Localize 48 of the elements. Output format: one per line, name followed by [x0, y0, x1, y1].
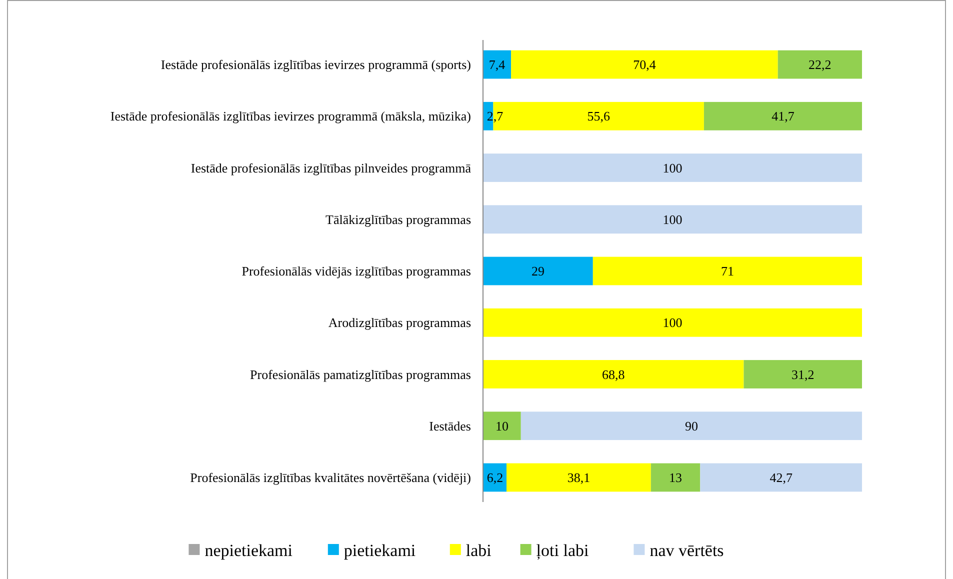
- y-tick-label: Arodizglītības programmas: [328, 315, 471, 330]
- bar: [483, 154, 862, 182]
- data-label: 90: [684, 418, 698, 434]
- data-label: 38,1: [567, 470, 590, 486]
- y-tick-label: Profesionālās izglītības kvalitātes novērtēšana (vidēji): [190, 470, 471, 486]
- data-label: 42,7: [770, 470, 793, 486]
- bar: [483, 412, 521, 440]
- bar: [506, 463, 651, 492]
- legend-label: pietiekami: [344, 540, 416, 560]
- bar: [592, 256, 862, 286]
- bar: [744, 360, 862, 388]
- data-label: 71: [720, 264, 734, 279]
- bar: [700, 463, 862, 492]
- bar: [483, 360, 744, 388]
- data-label: 100: [662, 160, 682, 176]
- y-tick-label: Iestāde profesionālās izglītības ievirzes programmā (māksla, mūzika): [110, 108, 471, 124]
- data-label: 7,4: [488, 57, 506, 72]
- y-tick-label: Profesionālās vidējās izglītības programmas: [242, 264, 471, 279]
- legend-label: ļoti labi: [536, 540, 589, 560]
- bar: [778, 50, 862, 79]
- y-tick-label: Iestāde profesionālās izglītības pilnveides programmā: [190, 160, 472, 176]
- bar: [483, 308, 862, 337]
- data-label: 31,2: [792, 366, 814, 382]
- bar: [511, 50, 778, 79]
- data-label: 22,2: [808, 57, 832, 72]
- data-label: 6,2: [486, 470, 504, 486]
- data-label: 10: [495, 418, 508, 434]
- bar: [483, 50, 512, 79]
- bar: [520, 412, 862, 440]
- data-label: 100: [662, 315, 682, 330]
- legend-label: nav vērtēts: [650, 540, 724, 560]
- data-label: 55,6: [587, 108, 610, 124]
- y-tick-label: Profesionālās pamatizglītības programmas: [250, 366, 471, 382]
- legend-label: nepietiekami: [204, 540, 293, 560]
- bar: [483, 205, 862, 234]
- y-tick-label: Tālākizglītības programmas: [326, 212, 471, 227]
- data-label: 29: [531, 264, 544, 279]
- data-label: 70,4: [633, 57, 656, 72]
- bar: [704, 102, 862, 130]
- bar: [650, 463, 700, 492]
- bar: [483, 256, 593, 286]
- data-label: 41,7: [772, 108, 795, 124]
- y-tick-label: Iestāde profesionālās izglītības ievirzes programmā (sports): [160, 57, 471, 72]
- y-tick-label: Iestādes: [429, 418, 471, 434]
- data-label: 13: [669, 470, 682, 486]
- legend-label: labi: [466, 540, 492, 560]
- data-label: 100: [662, 212, 682, 227]
- data-label: 68,8: [602, 366, 625, 382]
